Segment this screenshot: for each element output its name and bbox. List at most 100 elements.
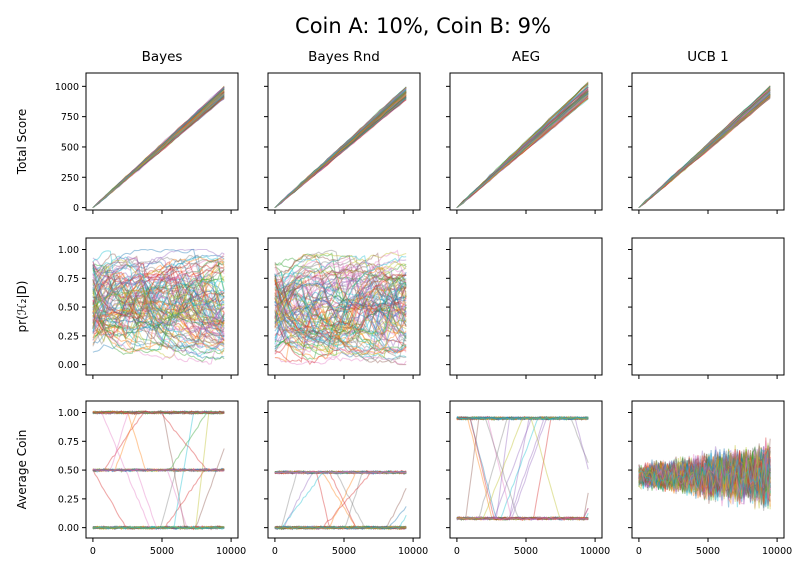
series-line xyxy=(638,91,771,208)
series-line xyxy=(274,263,407,307)
y-tick-label: 1.00 xyxy=(58,245,79,256)
series-line xyxy=(638,88,771,208)
series-line xyxy=(274,278,407,349)
series-line xyxy=(274,525,407,530)
series-line xyxy=(638,454,771,498)
series-line xyxy=(456,95,589,208)
series-line xyxy=(638,90,771,208)
series-line xyxy=(274,280,407,333)
series-line xyxy=(92,89,225,208)
series-line xyxy=(638,452,771,505)
series-line xyxy=(92,262,225,335)
series-line xyxy=(274,525,407,530)
series-line xyxy=(92,98,225,208)
series-line xyxy=(638,97,771,208)
series-line xyxy=(638,456,771,509)
series-line xyxy=(456,83,589,208)
series-line xyxy=(456,95,589,208)
series-line xyxy=(638,87,771,208)
series-line xyxy=(274,525,407,531)
series-line xyxy=(638,89,771,208)
series-line xyxy=(92,97,225,208)
series-line xyxy=(92,87,225,208)
series-line xyxy=(92,261,225,320)
series-line xyxy=(456,91,589,208)
series-line xyxy=(456,416,589,421)
panel: 0.00 0.25 0.50 0.75 1.00 xyxy=(58,237,239,379)
series-line xyxy=(92,410,225,415)
series-line xyxy=(274,298,407,355)
series-line xyxy=(274,94,407,208)
series-line xyxy=(638,88,771,208)
series-line xyxy=(456,91,589,208)
series-line xyxy=(274,469,407,475)
series-line xyxy=(92,86,225,208)
series-line xyxy=(638,86,771,208)
series-line xyxy=(274,88,407,208)
series-line xyxy=(638,449,771,501)
series-line xyxy=(92,287,225,332)
series-line xyxy=(456,415,589,421)
series-line xyxy=(638,454,771,500)
series-line xyxy=(456,98,589,208)
series-group xyxy=(274,249,407,366)
series-line xyxy=(274,525,407,530)
series-line xyxy=(92,410,225,472)
series-line xyxy=(92,88,225,208)
series-line xyxy=(456,97,589,208)
series-line xyxy=(274,470,407,475)
series-line xyxy=(274,470,407,475)
series-line xyxy=(638,453,771,498)
series-line xyxy=(274,470,407,475)
series-line xyxy=(456,416,589,421)
figure-title: Coin A: 10%, Coin B: 9% xyxy=(295,14,551,38)
series-line xyxy=(92,309,225,360)
series-line xyxy=(638,456,771,506)
series-line xyxy=(92,525,225,530)
series-line xyxy=(92,90,225,208)
series-line xyxy=(92,410,225,472)
series-line xyxy=(274,254,407,306)
series-line xyxy=(456,86,589,208)
series-line xyxy=(92,257,225,342)
series-line xyxy=(92,263,225,329)
panel-frame xyxy=(631,72,785,211)
series-line xyxy=(274,306,407,360)
series-line xyxy=(92,275,225,340)
series-line xyxy=(274,98,407,208)
series-line xyxy=(638,452,771,496)
series-line xyxy=(638,95,771,208)
series-line xyxy=(638,454,771,508)
series-line xyxy=(92,90,225,208)
series-line xyxy=(456,416,589,421)
series-line xyxy=(92,276,225,345)
series-line xyxy=(92,97,225,208)
series-line xyxy=(638,452,771,499)
series-line xyxy=(274,91,407,208)
series-line xyxy=(274,470,407,475)
series-line xyxy=(638,450,771,497)
series-line xyxy=(638,446,771,505)
series-line xyxy=(456,88,589,208)
series-line xyxy=(274,470,407,475)
series-line xyxy=(274,273,407,343)
series-line xyxy=(638,93,771,208)
series-line xyxy=(274,470,407,475)
series-line xyxy=(92,87,225,208)
series-line xyxy=(274,506,407,530)
series-line xyxy=(92,525,225,530)
series-line xyxy=(92,273,225,345)
series-line xyxy=(456,86,589,208)
series-line xyxy=(456,415,589,421)
series-line xyxy=(274,525,407,530)
series-line xyxy=(92,293,225,348)
series-line xyxy=(92,468,225,473)
series-line xyxy=(638,450,771,493)
series-line xyxy=(92,258,225,347)
series-line xyxy=(456,415,589,421)
series-line xyxy=(274,266,407,354)
series-line xyxy=(638,452,771,506)
series-line xyxy=(92,97,225,208)
series-line xyxy=(92,289,225,327)
series-line xyxy=(92,262,225,320)
